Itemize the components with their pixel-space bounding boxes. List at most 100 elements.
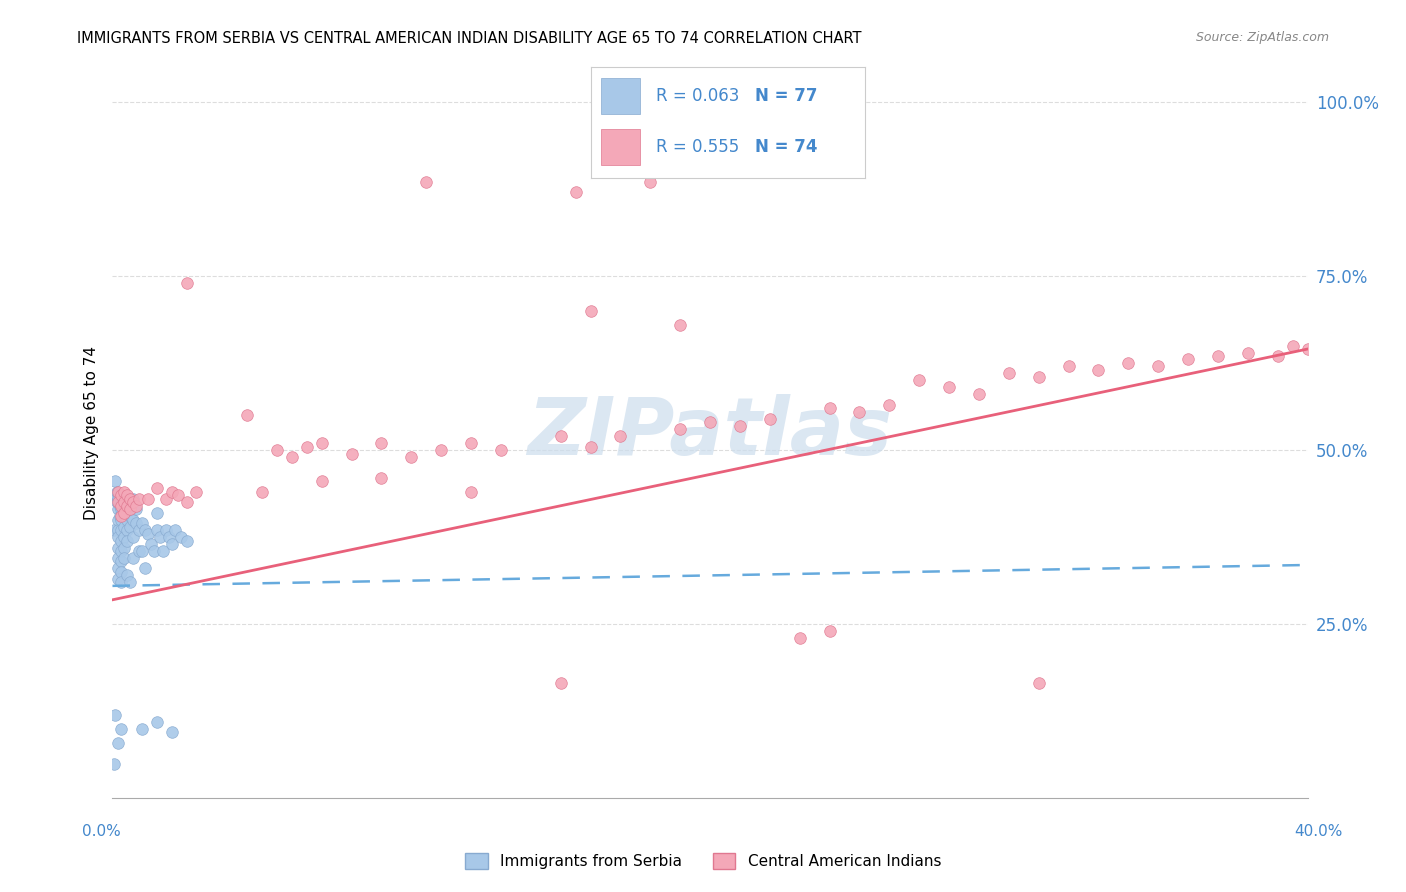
Point xyxy=(165,523,187,537)
Point xyxy=(250,484,273,499)
Point xyxy=(1206,349,1229,363)
Point xyxy=(103,756,125,771)
Point xyxy=(114,506,135,520)
Point xyxy=(370,471,392,485)
Text: 0.0%: 0.0% xyxy=(82,824,121,838)
Point xyxy=(107,551,129,566)
Point xyxy=(111,495,134,509)
Point xyxy=(938,380,960,394)
Point xyxy=(236,408,259,422)
Point xyxy=(110,509,132,524)
Point xyxy=(281,450,304,464)
Point xyxy=(104,707,127,722)
Point xyxy=(759,411,782,425)
Point xyxy=(1147,359,1170,374)
Point xyxy=(311,436,333,450)
Point xyxy=(107,736,129,750)
Point xyxy=(155,491,177,506)
Point xyxy=(401,450,423,464)
Point xyxy=(120,502,142,516)
Point xyxy=(143,544,166,558)
Point xyxy=(117,513,139,527)
Point xyxy=(370,436,392,450)
Point xyxy=(146,523,169,537)
Point xyxy=(125,499,148,513)
Point xyxy=(128,523,150,537)
Point xyxy=(107,502,129,516)
Point xyxy=(162,537,183,551)
Point xyxy=(117,502,139,516)
Text: ZIPatlas: ZIPatlas xyxy=(527,393,893,472)
Point xyxy=(146,506,169,520)
Point xyxy=(162,484,183,499)
Point xyxy=(131,722,153,736)
Point xyxy=(1237,345,1260,359)
Point xyxy=(489,443,512,458)
Point xyxy=(114,519,135,533)
Legend: Immigrants from Serbia, Central American Indians: Immigrants from Serbia, Central American… xyxy=(458,847,948,875)
Point xyxy=(107,513,129,527)
Point xyxy=(1028,370,1050,384)
Point xyxy=(114,484,135,499)
Point xyxy=(167,488,190,502)
Point xyxy=(579,440,602,454)
Point xyxy=(114,495,135,509)
Point xyxy=(1087,363,1109,377)
Text: Source: ZipAtlas.com: Source: ZipAtlas.com xyxy=(1195,31,1329,45)
Text: R = 0.063: R = 0.063 xyxy=(657,87,740,105)
Point xyxy=(1118,356,1140,370)
Point xyxy=(117,499,139,513)
Text: 40.0%: 40.0% xyxy=(1295,824,1343,838)
Point xyxy=(120,499,142,513)
Point xyxy=(107,523,129,537)
Bar xyxy=(602,78,640,114)
Point xyxy=(579,303,602,318)
Text: N = 77: N = 77 xyxy=(755,87,817,105)
Point xyxy=(114,530,135,544)
Point xyxy=(110,533,132,548)
Point xyxy=(149,530,172,544)
Point xyxy=(107,491,129,506)
Point xyxy=(1281,338,1303,352)
Point xyxy=(818,401,841,416)
Point xyxy=(460,484,482,499)
Point xyxy=(141,537,163,551)
Point xyxy=(117,491,139,506)
Point xyxy=(998,367,1021,381)
Bar xyxy=(602,129,640,165)
Point xyxy=(1267,349,1289,363)
Point xyxy=(176,495,198,509)
Point xyxy=(120,575,142,590)
Point xyxy=(818,624,841,639)
Point xyxy=(967,387,990,401)
Point xyxy=(340,446,363,460)
Point xyxy=(105,484,128,499)
Point xyxy=(110,523,132,537)
Point xyxy=(609,429,631,443)
Y-axis label: Disability Age 65 to 74: Disability Age 65 to 74 xyxy=(83,345,98,520)
Point xyxy=(110,491,132,506)
Point xyxy=(110,554,132,568)
Point xyxy=(1296,342,1319,356)
Point xyxy=(186,484,208,499)
Point xyxy=(460,436,482,450)
Point xyxy=(104,488,127,502)
Point xyxy=(111,506,134,520)
Point xyxy=(789,631,811,645)
Point xyxy=(117,568,139,582)
Point xyxy=(114,541,135,555)
Point xyxy=(110,722,132,736)
Point xyxy=(107,495,129,509)
Point xyxy=(176,276,198,290)
Point xyxy=(110,513,132,527)
Point xyxy=(125,516,148,531)
Point xyxy=(266,443,288,458)
Point xyxy=(550,676,572,690)
Point xyxy=(157,530,180,544)
Point xyxy=(640,175,662,189)
Point xyxy=(107,561,129,575)
Point xyxy=(125,502,148,516)
Point xyxy=(146,481,169,495)
Text: N = 74: N = 74 xyxy=(755,138,817,156)
Point xyxy=(107,541,129,555)
